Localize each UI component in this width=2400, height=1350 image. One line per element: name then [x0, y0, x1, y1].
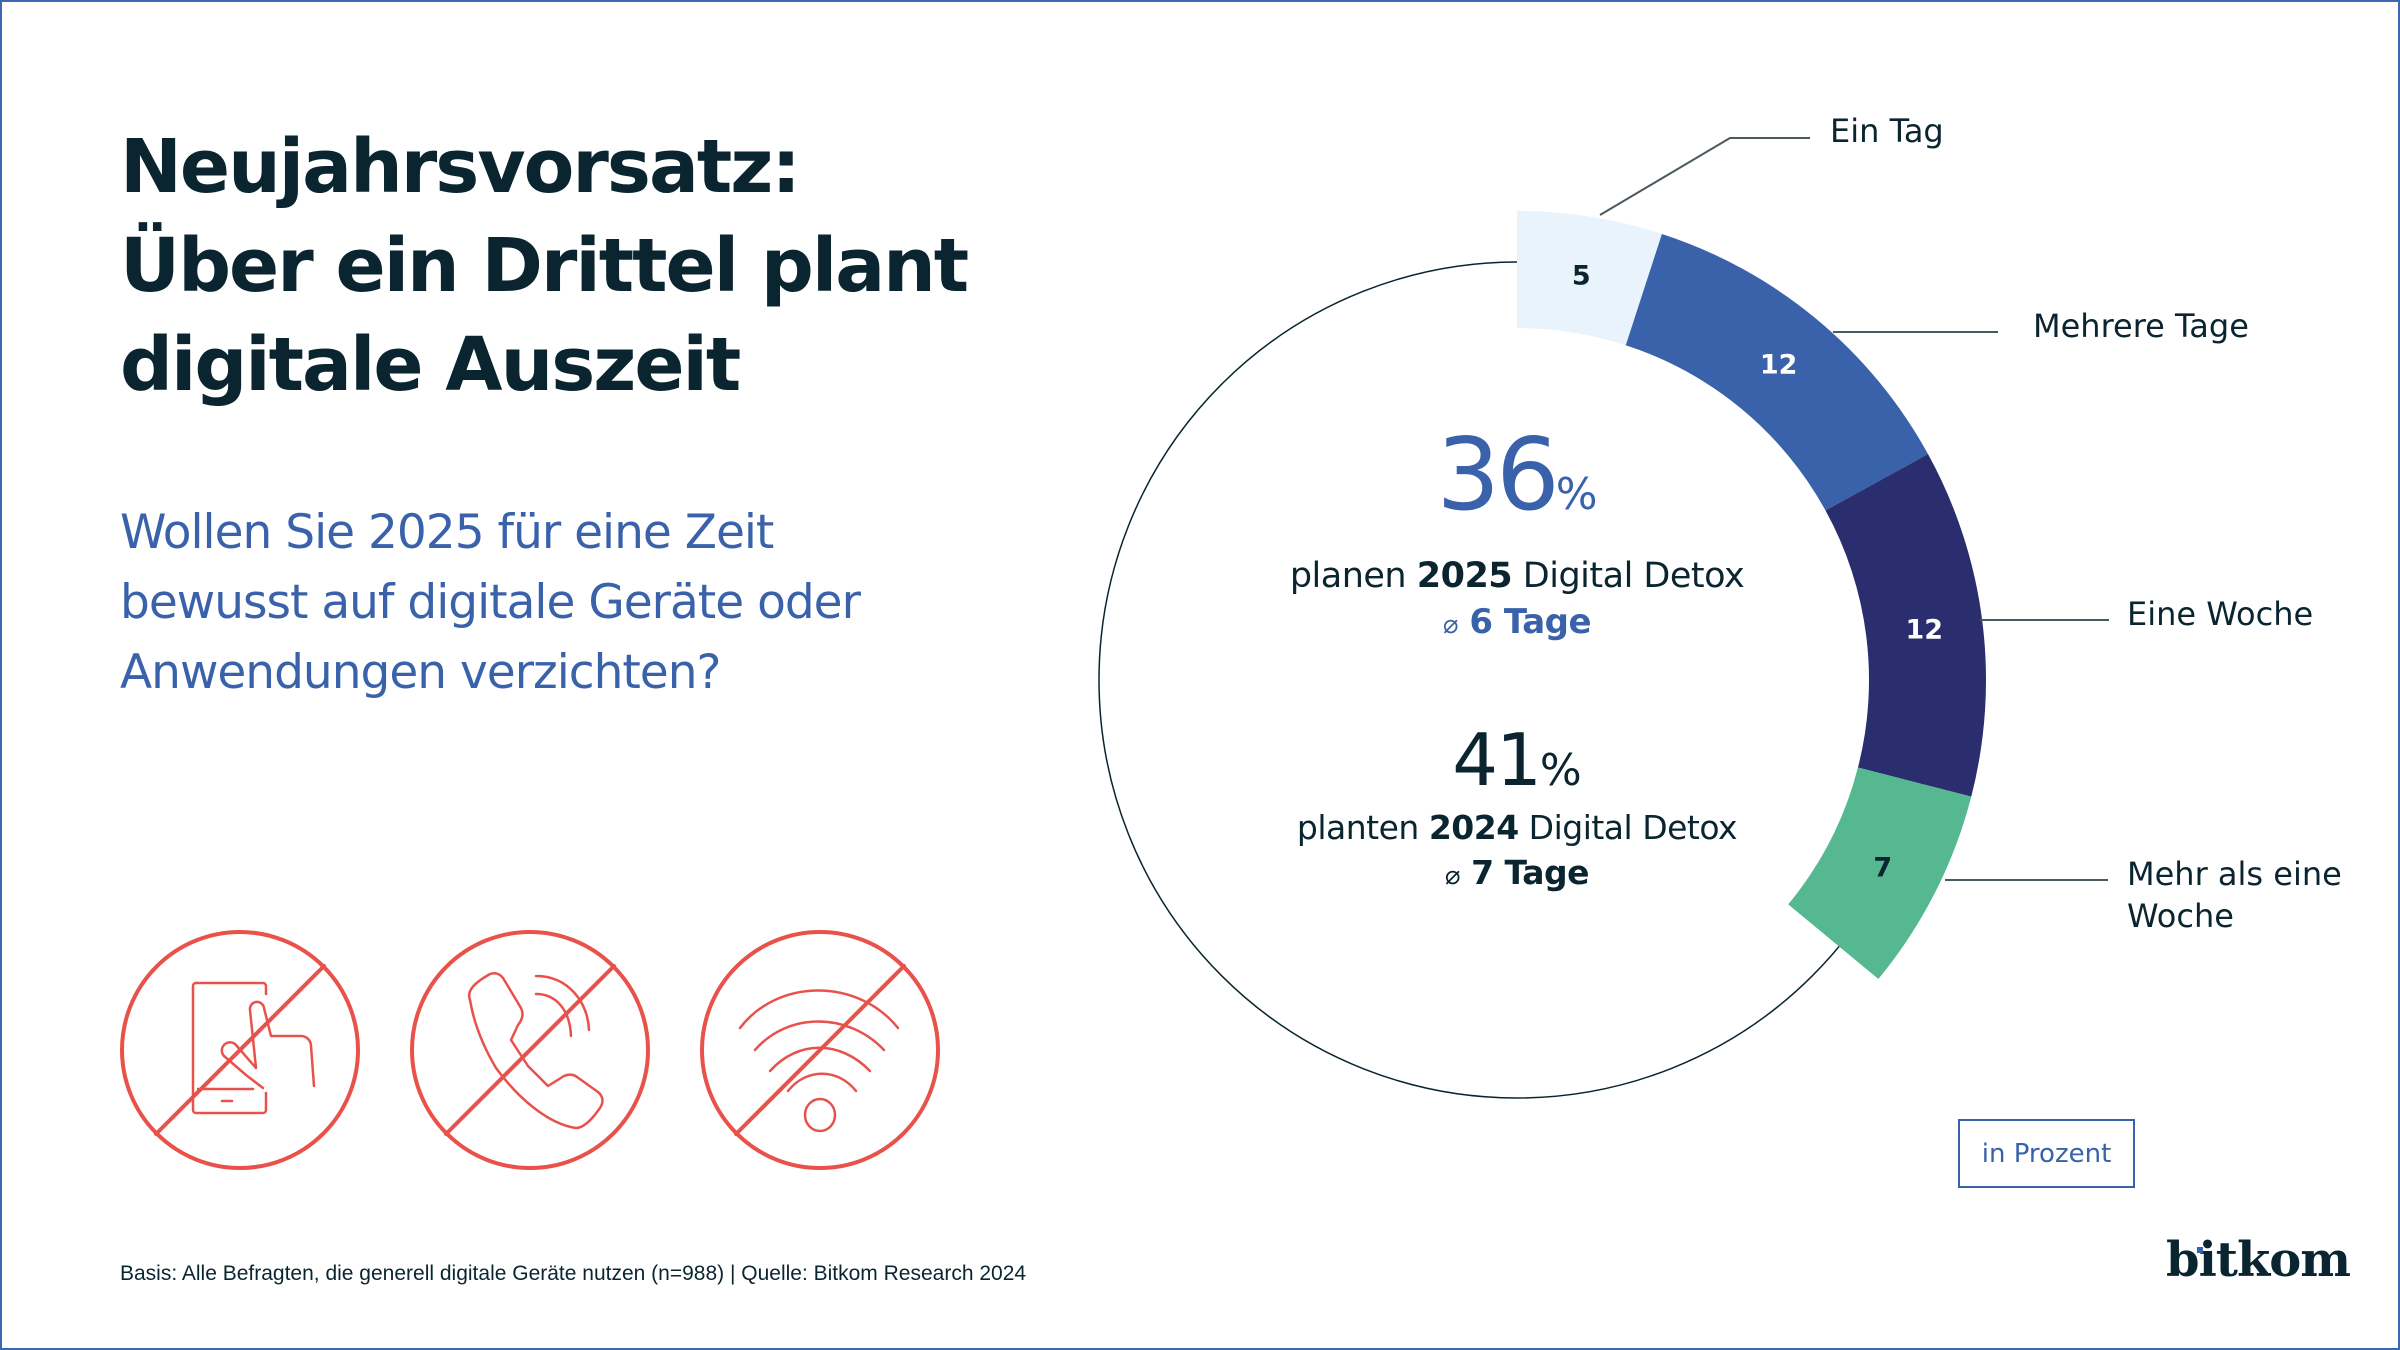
segment-value-label: 12: [1905, 615, 1943, 646]
icon-row: [118, 928, 968, 1178]
category-label-line: Eine Woche: [2127, 595, 2314, 633]
caption-2024-suffix: Digital Detox: [1518, 808, 1738, 847]
caption-2025-suffix: Digital Detox: [1512, 556, 1745, 596]
average-symbol-icon: ⌀: [1444, 861, 1461, 891]
no-smartphone-icon: [120, 930, 360, 1170]
average-2024-text: 7 Tage: [1471, 853, 1590, 892]
no-wifi-icon: [700, 930, 940, 1170]
unit-2025: %: [1555, 469, 1598, 520]
category-label-line: Mehrere Tage: [2033, 307, 2249, 345]
caption-2025: planen 2025 Digital Detox: [1217, 556, 1817, 596]
title-line-1: Neujahrsvorsatz:: [120, 124, 801, 210]
donut-segment-2: [1625, 233, 1928, 511]
average-symbol-icon: ⌀: [1442, 610, 1459, 640]
caption-2025-prefix: planen: [1289, 556, 1417, 596]
logo-text: bitkom: [2166, 1232, 2351, 1288]
title-line-3: digitale Auszeit: [120, 322, 741, 408]
category-label-line: Ein Tag: [1830, 112, 1944, 150]
category-label: Ein Tag: [1830, 110, 1944, 152]
source-footnote: Basis: Alle Befragten, die generell digi…: [120, 1262, 1027, 1285]
category-label-line: Mehr als eine: [2127, 855, 2342, 893]
caption-2024-prefix: planten: [1296, 808, 1429, 847]
caption-2025-year: 2025: [1416, 556, 1513, 596]
segment-value-label: 12: [1760, 350, 1798, 381]
value-2025: 36: [1436, 416, 1559, 533]
average-2025-text: 6 Tage: [1469, 602, 1592, 642]
no-phone-call-icon: [410, 930, 650, 1170]
question-line-3: Anwendungen verzichten?: [120, 645, 721, 700]
category-label: Mehrere Tage: [2033, 305, 2249, 347]
caption-2024-year: 2024: [1428, 808, 1519, 847]
survey-question: Wollen Sie 2025 für eine Zeit bewusst au…: [120, 498, 861, 708]
value-2024: 41: [1452, 718, 1542, 802]
value-labels-group: 5 12 12 7: [1572, 261, 1943, 884]
average-2025: ⌀ 6 Tage: [1217, 602, 1817, 642]
leader-line: [1599, 137, 1810, 216]
unit-2024: %: [1539, 745, 1582, 796]
donut-segment-1: [1517, 211, 1662, 346]
title-line-2: Über ein Drittel plant: [120, 223, 969, 309]
caption-2024: planten 2024 Digital Detox: [1217, 808, 1817, 847]
question-line-1: Wollen Sie 2025 für eine Zeit: [120, 505, 774, 560]
donut-segment-3: [1825, 454, 1987, 797]
headline-2025: 36%: [1217, 420, 1817, 550]
segment-value-label: 5: [1572, 261, 1591, 292]
page-title: Neujahrsvorsatz: Über ein Drittel plant …: [120, 118, 969, 415]
logo-dot: [2197, 1247, 2203, 1253]
category-label: Eine Woche: [2127, 593, 2313, 635]
bitkom-logo: bitkom: [2166, 1232, 2351, 1288]
unit-label-box: in Prozent: [1958, 1119, 2135, 1188]
question-line-2: bewusst auf digitale Geräte oder: [120, 575, 861, 630]
leader-lines-group: [1599, 137, 2109, 881]
segment-value-label: 7: [1873, 852, 1892, 883]
headline-2024: 41%: [1217, 718, 1817, 813]
segments-group: [1517, 211, 1987, 979]
category-label-line: Woche: [2127, 897, 2234, 935]
category-label: Mehr als eine Woche: [2127, 853, 2342, 937]
average-2024: ⌀ 7 Tage: [1217, 853, 1817, 892]
donut-segment-4: [1788, 767, 1972, 979]
